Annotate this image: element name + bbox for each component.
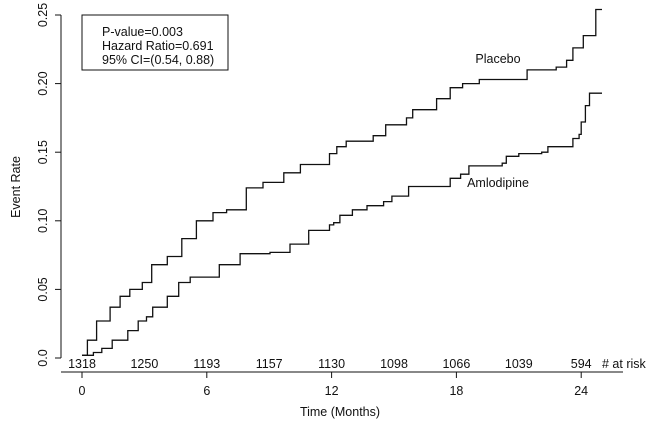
x-axis-label: Time (Months) bbox=[300, 405, 380, 419]
y-tick-label: 0.10 bbox=[36, 209, 50, 233]
y-tick-label: 0.25 bbox=[36, 3, 50, 27]
curves bbox=[82, 8, 602, 356]
series-line-amlodipine bbox=[82, 92, 602, 356]
x-tick-label: 6 bbox=[203, 384, 210, 398]
x-tick-label: 0 bbox=[79, 384, 86, 398]
at-risk-count: 1039 bbox=[505, 357, 533, 371]
annotation-frame bbox=[81, 14, 229, 71]
series-line-placebo bbox=[82, 8, 602, 356]
x-tick-label: 24 bbox=[574, 384, 588, 398]
y-axis-label: Event Rate bbox=[9, 156, 23, 218]
x-tick-label: 12 bbox=[325, 384, 339, 398]
series-label-amlodipine: Amlodipine bbox=[467, 176, 529, 190]
hazard-ratio-text: Hazard Ratio=0.691 bbox=[102, 39, 214, 53]
at-risk-count: 1318 bbox=[68, 357, 96, 371]
at-risk-count: 1157 bbox=[256, 357, 283, 371]
at-risk-label: # at risk bbox=[602, 357, 647, 371]
y-tick-label: 0.0 bbox=[36, 349, 50, 366]
at-risk-count: 1098 bbox=[380, 357, 408, 371]
annotation-box: P-value=0.003 Hazard Ratio=0.691 95% CI=… bbox=[81, 14, 229, 71]
y-tick-label: 0.15 bbox=[36, 140, 50, 164]
y-tick-label: 0.20 bbox=[36, 71, 50, 95]
at-risk-count: 1193 bbox=[193, 357, 220, 371]
series-label-placebo: Placebo bbox=[475, 52, 520, 66]
at-risk-count: 1250 bbox=[130, 357, 158, 371]
y-tick-label: 0.05 bbox=[36, 277, 50, 301]
at-risk-count: 1066 bbox=[442, 357, 470, 371]
ci-text: 95% CI=(0.54, 0.88) bbox=[102, 53, 214, 67]
p-value-text: P-value=0.003 bbox=[102, 25, 183, 39]
at-risk-count: 594 bbox=[571, 357, 592, 371]
at-risk-count: 1130 bbox=[318, 357, 345, 371]
x-tick-label: 18 bbox=[449, 384, 463, 398]
axes: 0.0 0.05 0.10 0.15 0.20 0.25 0 6 12 18 24 1318 1250 1… bbox=[36, 3, 623, 398]
